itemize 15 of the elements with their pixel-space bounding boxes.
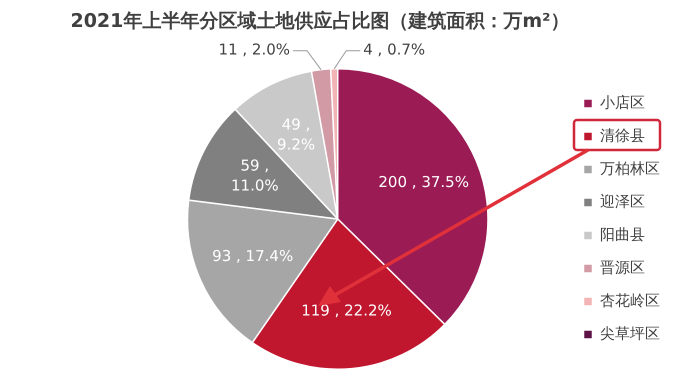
legend-label: 清徐县 (600, 126, 645, 144)
legend-label: 杏花岭区 (600, 291, 660, 310)
legend-label: 小店区 (600, 93, 645, 112)
legend-label: 迎泽区 (600, 192, 645, 210)
chart-title: 2021年上半年分区域土地供应占比图（建筑面积：万m²） (69, 9, 570, 34)
data-label: 200 , 37.5% (378, 172, 469, 191)
data-label: 93 , 17.4% (212, 246, 294, 265)
data-label: 11 , 2.0% (218, 40, 290, 59)
data-label: 4 , 0.7% (363, 40, 426, 59)
legend-label: 尖草坪区 (600, 324, 660, 342)
data-label: 59 , 11.0% (230, 156, 279, 194)
legend-label: 阳曲县 (600, 225, 645, 244)
legend-label: 万柏林区 (600, 159, 660, 178)
legend-label: 晋源区 (600, 258, 645, 276)
data-label: 119 , 22.2% (301, 302, 392, 320)
